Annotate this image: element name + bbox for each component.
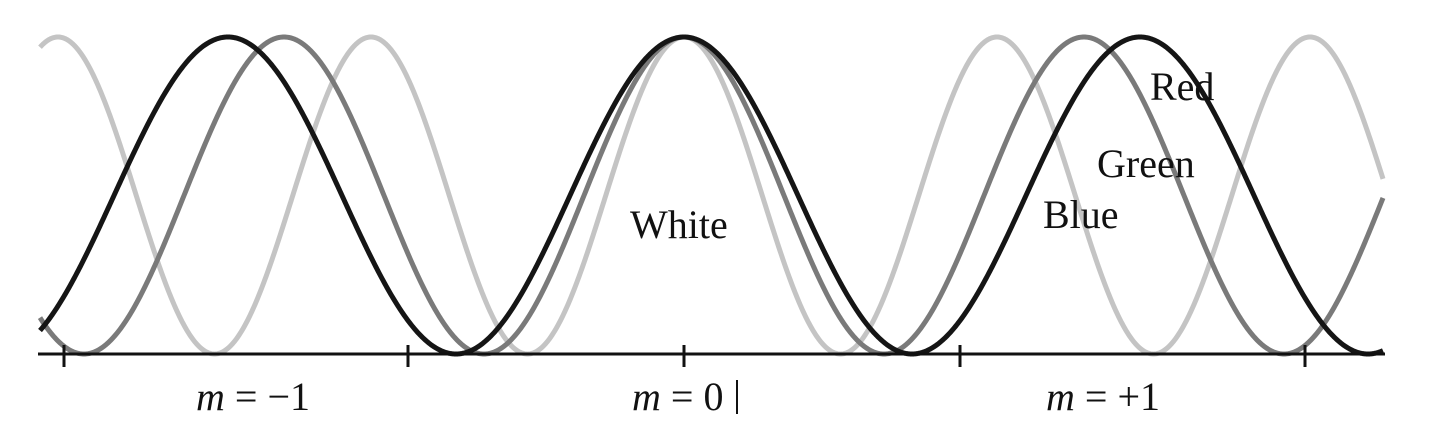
label-red: Red: [1150, 64, 1214, 109]
label-blue: Blue: [1043, 192, 1119, 237]
order-symbol: m: [196, 374, 225, 419]
order-symbol: m: [632, 374, 661, 419]
label-white: White: [630, 202, 728, 247]
order-label-0: m = 0: [632, 374, 723, 419]
order-value: = 0: [661, 374, 724, 419]
label-green: Green: [1097, 141, 1195, 186]
order-value: = +1: [1075, 374, 1160, 419]
order-symbol: m: [1046, 374, 1075, 419]
curve-red: [38, 34, 1385, 357]
order-label-plus-1: m = +1: [1046, 374, 1160, 419]
order-label-minus-1: m = −1: [196, 374, 310, 419]
curve-green: [37, 34, 1386, 357]
order-value: = −1: [225, 374, 310, 419]
